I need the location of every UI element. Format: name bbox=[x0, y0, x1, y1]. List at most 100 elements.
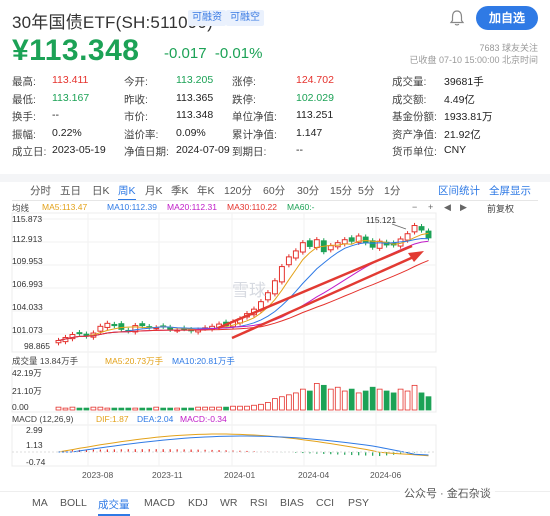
candle-body bbox=[111, 323, 118, 327]
candle-body bbox=[341, 239, 348, 245]
indicator-tab[interactable]: RSI bbox=[250, 497, 268, 509]
zoom-out-icon[interactable]: − bbox=[412, 202, 418, 212]
stat-value: 113.205 bbox=[176, 74, 214, 86]
tabs-underline bbox=[12, 200, 538, 201]
adjust-mode-button[interactable]: 前复权 bbox=[487, 204, 515, 214]
interval-stats-link[interactable]: 区间统计 bbox=[438, 185, 480, 197]
zoom-in-icon[interactable]: + bbox=[428, 202, 434, 212]
price-tick: 115.873 bbox=[12, 214, 43, 224]
stat-cell: 今开: 113.205 bbox=[124, 74, 213, 89]
stats-row: 最高: 113.411 今开: 113.205 涨停: 124.702 成交量: 39681手 bbox=[12, 72, 542, 90]
indicator-tab[interactable]: MA bbox=[32, 497, 48, 509]
candle-body bbox=[418, 226, 425, 231]
stat-value: -- bbox=[52, 109, 59, 121]
period-tab[interactable]: 30分 bbox=[297, 185, 320, 197]
volume-bar bbox=[132, 407, 139, 411]
dif-line bbox=[58, 433, 429, 457]
period-tab[interactable]: 五日 bbox=[60, 185, 81, 197]
period-tab[interactable]: 1分 bbox=[384, 185, 401, 197]
stat-label: 市价: bbox=[124, 111, 148, 123]
volume-bar bbox=[237, 405, 243, 411]
volume-bar bbox=[376, 388, 383, 411]
stat-cell: 成交量: 39681手 bbox=[392, 74, 484, 89]
volume-bar bbox=[174, 407, 181, 411]
volume-bar bbox=[390, 392, 397, 411]
indicator-tab[interactable]: BOLL bbox=[60, 497, 87, 509]
stat-cell: 基金份额: 1933.81万 bbox=[392, 109, 492, 124]
fullscreen-link[interactable]: 全屏显示 bbox=[489, 185, 531, 197]
margin-buy-tag: 可融资 bbox=[188, 10, 226, 26]
bell-icon[interactable] bbox=[448, 9, 466, 27]
stat-cell: 昨收: 113.365 bbox=[124, 92, 213, 107]
period-tab[interactable]: 季K bbox=[171, 185, 189, 197]
market-status: 已收盘 07-10 15:00:00 北京时间 bbox=[409, 55, 538, 65]
ma-line bbox=[58, 232, 429, 341]
stat-cell: 换手: -- bbox=[12, 109, 59, 124]
candle-body bbox=[118, 323, 125, 330]
stat-value: 21.92亿 bbox=[444, 128, 481, 141]
stat-label: 最高: bbox=[12, 76, 36, 88]
candle-body bbox=[97, 325, 104, 332]
stat-value: 113.411 bbox=[52, 74, 89, 86]
indicator-tab[interactable]: BIAS bbox=[280, 497, 304, 509]
stat-cell: 累计净值: 1.147 bbox=[232, 127, 322, 142]
volume-bar bbox=[153, 406, 160, 411]
stat-value: 113.348 bbox=[176, 109, 214, 121]
scroll-left-icon[interactable]: ◀ bbox=[444, 202, 451, 212]
candle-body bbox=[69, 334, 76, 340]
period-tab[interactable]: 60分 bbox=[263, 185, 286, 197]
volume-bar bbox=[293, 392, 299, 411]
stat-label: 跌停: bbox=[232, 93, 256, 106]
period-tab[interactable]: 15分 bbox=[330, 185, 353, 197]
price-tick: 98.865 bbox=[24, 341, 50, 351]
period-tab[interactable]: 日K bbox=[92, 185, 110, 197]
ma10-legend: MA10:112.39 bbox=[107, 202, 157, 212]
volume-label: 成交量 13.84万手 bbox=[12, 356, 79, 366]
volume-bar bbox=[111, 407, 118, 411]
volume-bar bbox=[244, 405, 250, 411]
stat-cell: 最高: 113.411 bbox=[12, 74, 88, 89]
stat-label: 成交量: bbox=[392, 76, 427, 88]
macd-dea: DEA:2.04 bbox=[137, 414, 174, 424]
stat-cell: 到期日: -- bbox=[232, 144, 303, 159]
volume-bar bbox=[313, 383, 320, 411]
price-tick: 109.953 bbox=[12, 256, 43, 266]
stat-value: 124.702 bbox=[296, 74, 334, 86]
volume-bar bbox=[181, 407, 188, 411]
add-watchlist-button[interactable]: 加自选 bbox=[476, 6, 538, 30]
stat-label: 昨收: bbox=[124, 93, 148, 106]
scroll-right-icon[interactable]: ▶ bbox=[460, 202, 467, 212]
period-tab[interactable]: 月K bbox=[145, 185, 163, 197]
short-sell-tag: 可融空 bbox=[226, 10, 264, 26]
indicator-tab[interactable]: KDJ bbox=[188, 497, 208, 509]
indicator-tab[interactable]: WR bbox=[220, 497, 238, 509]
stats-grid: 最高: 113.411 今开: 113.205 涨停: 124.702 成交量: 39681手… bbox=[12, 72, 542, 160]
watermark-logo: 雪球 bbox=[232, 281, 266, 300]
change-percent: -0.01% bbox=[214, 45, 263, 62]
indicator-tab[interactable]: 成交量 bbox=[98, 499, 130, 516]
period-tab[interactable]: 120分 bbox=[224, 185, 253, 197]
period-tab[interactable]: 分时 bbox=[30, 185, 51, 197]
macd-label: MACD (12,26,9) bbox=[12, 414, 74, 424]
ma-label: 均线 bbox=[12, 203, 30, 213]
panel-frame bbox=[11, 366, 437, 413]
period-tab[interactable]: 5分 bbox=[358, 185, 375, 197]
x-axis-label: 2024-06 bbox=[370, 470, 402, 480]
stat-value: -- bbox=[296, 144, 303, 156]
indicator-tab[interactable]: CCI bbox=[316, 497, 335, 509]
indicator-tab[interactable]: MACD bbox=[144, 497, 175, 509]
indicator-tab[interactable]: PSY bbox=[348, 497, 370, 509]
volume-bar bbox=[369, 386, 376, 411]
volume-bar bbox=[272, 398, 278, 411]
candle-body bbox=[306, 240, 313, 247]
candle-body bbox=[425, 230, 432, 239]
candle-body bbox=[285, 256, 292, 266]
volume-bar bbox=[104, 407, 111, 411]
volume-bar bbox=[223, 406, 229, 411]
period-tab[interactable]: 年K bbox=[197, 185, 215, 197]
volume-bar bbox=[62, 407, 69, 411]
high-price-label: 115.121 bbox=[366, 215, 397, 225]
volume-bar bbox=[383, 390, 390, 411]
candle-body bbox=[139, 323, 146, 327]
